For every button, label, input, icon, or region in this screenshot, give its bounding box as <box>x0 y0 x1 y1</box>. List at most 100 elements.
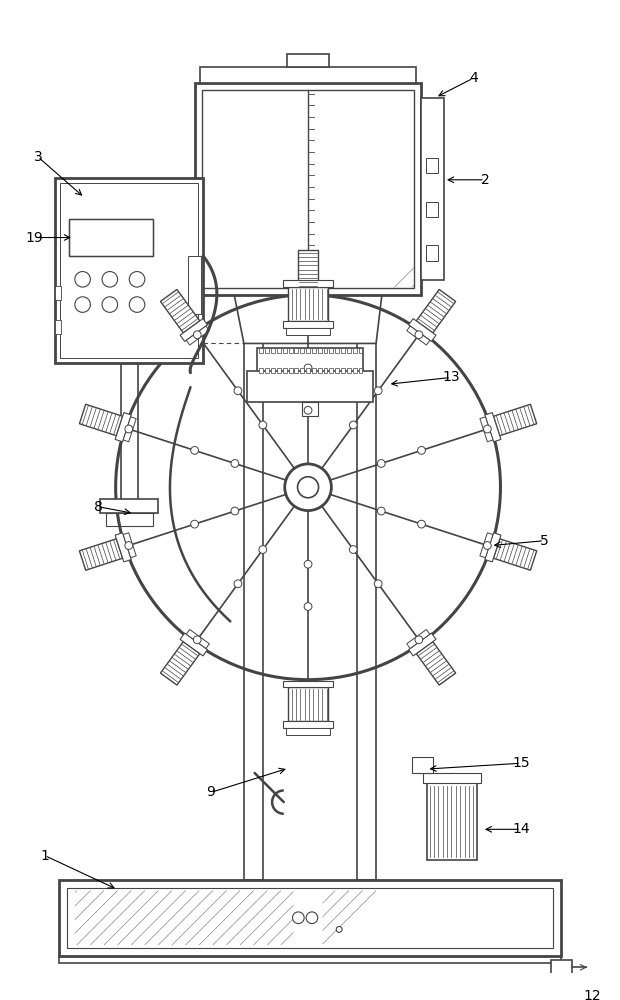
Bar <box>283 681 334 687</box>
Polygon shape <box>79 539 123 570</box>
Bar <box>69 219 153 256</box>
Bar <box>195 83 421 295</box>
Bar <box>300 348 304 353</box>
Bar <box>259 368 264 373</box>
Bar <box>294 368 298 373</box>
Bar <box>202 90 414 288</box>
Bar <box>283 348 286 353</box>
Circle shape <box>285 464 331 511</box>
Bar <box>283 280 334 287</box>
Bar <box>120 363 138 507</box>
Circle shape <box>378 507 385 515</box>
Bar <box>341 348 345 353</box>
Circle shape <box>129 272 145 287</box>
Circle shape <box>304 295 312 303</box>
Polygon shape <box>416 289 456 333</box>
Bar <box>421 98 444 280</box>
Polygon shape <box>480 533 493 558</box>
Bar <box>100 499 158 513</box>
Bar <box>318 368 322 373</box>
Bar <box>551 960 572 975</box>
Bar <box>347 348 351 353</box>
Bar <box>302 402 318 416</box>
Bar <box>289 368 293 373</box>
Polygon shape <box>180 319 208 341</box>
Bar <box>306 348 310 353</box>
Bar <box>358 348 363 353</box>
Bar <box>318 348 322 353</box>
Bar <box>423 773 481 783</box>
Bar <box>324 348 327 353</box>
Polygon shape <box>296 297 320 303</box>
Bar <box>353 348 356 353</box>
Text: 14: 14 <box>512 822 529 836</box>
Text: 12: 12 <box>583 989 601 1000</box>
Circle shape <box>304 603 312 610</box>
Bar <box>358 368 363 373</box>
Circle shape <box>298 477 319 498</box>
Bar <box>324 368 327 373</box>
Bar <box>412 757 433 773</box>
Circle shape <box>193 331 201 339</box>
Bar <box>271 348 275 353</box>
Text: 3: 3 <box>33 150 42 164</box>
Bar <box>329 348 334 353</box>
Circle shape <box>304 560 312 568</box>
Circle shape <box>374 580 382 588</box>
Text: 2: 2 <box>480 173 489 187</box>
Bar <box>322 891 541 945</box>
Polygon shape <box>161 642 200 685</box>
Bar <box>426 245 438 261</box>
Bar <box>288 287 329 321</box>
Bar <box>55 178 203 363</box>
Polygon shape <box>409 319 436 341</box>
Bar <box>200 67 416 83</box>
Circle shape <box>336 926 342 932</box>
Bar <box>188 256 201 314</box>
Polygon shape <box>186 326 210 345</box>
Bar <box>259 348 264 353</box>
Circle shape <box>304 364 312 372</box>
Circle shape <box>293 912 304 924</box>
Bar <box>55 320 61 334</box>
Polygon shape <box>407 326 430 345</box>
Bar <box>426 158 438 173</box>
Polygon shape <box>416 642 456 685</box>
Bar <box>286 54 329 67</box>
Bar <box>300 368 304 373</box>
Text: 8: 8 <box>94 500 102 514</box>
Bar <box>356 99 376 880</box>
Bar <box>347 368 351 373</box>
Bar <box>312 348 316 353</box>
Bar <box>247 371 373 402</box>
Circle shape <box>418 520 425 528</box>
Circle shape <box>231 507 239 515</box>
Circle shape <box>259 546 267 553</box>
Text: 19: 19 <box>25 231 43 245</box>
Circle shape <box>125 542 133 549</box>
Circle shape <box>75 297 91 312</box>
Polygon shape <box>298 250 318 289</box>
Polygon shape <box>115 413 131 442</box>
Bar <box>335 368 339 373</box>
Circle shape <box>378 460 385 467</box>
Polygon shape <box>494 539 537 570</box>
Bar <box>329 368 334 373</box>
Circle shape <box>234 580 242 588</box>
Polygon shape <box>409 633 436 656</box>
Circle shape <box>234 387 242 395</box>
Circle shape <box>484 425 491 433</box>
Bar <box>288 687 329 721</box>
Bar <box>244 99 264 880</box>
Bar <box>286 328 330 335</box>
Circle shape <box>350 421 357 429</box>
Bar <box>426 202 438 217</box>
Circle shape <box>75 272 91 287</box>
Bar <box>353 368 356 373</box>
Circle shape <box>129 297 145 312</box>
Circle shape <box>350 546 357 553</box>
Polygon shape <box>123 417 136 442</box>
Polygon shape <box>294 289 322 297</box>
Text: 15: 15 <box>512 756 529 770</box>
Bar <box>341 368 345 373</box>
